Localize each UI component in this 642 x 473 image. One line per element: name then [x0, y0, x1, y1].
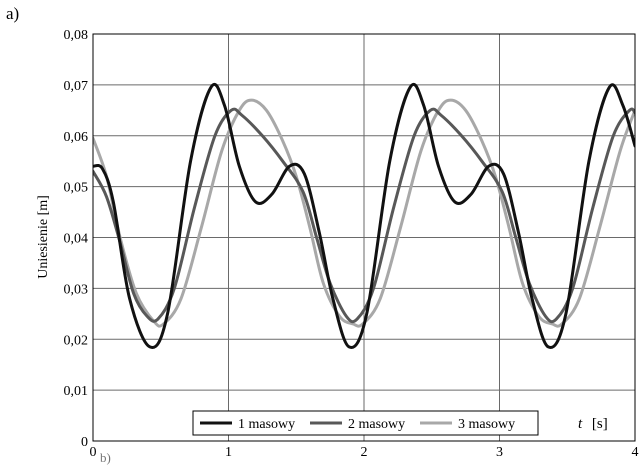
y-tick-label: 0,02 — [64, 333, 89, 348]
legend-label-2: 2 masowy — [348, 417, 405, 432]
legend-box — [192, 410, 539, 436]
x-axis-label-unit: [s] — [592, 416, 608, 432]
x-axis-label-symbol: t — [578, 416, 583, 432]
legend-label-1: 1 masowy — [238, 417, 295, 432]
next-panel-label: b) — [100, 450, 111, 465]
y-tick-label: 0,01 — [64, 384, 89, 399]
x-tick-label: 1 — [225, 445, 232, 460]
plot-frame — [92, 33, 636, 442]
y-tick-label: 0,03 — [64, 282, 89, 297]
panel-label: a) — [6, 4, 19, 23]
series-line-3 — [93, 98, 635, 328]
legend: 1 masowy 2 masowy 3 masowy — [192, 410, 539, 436]
y-tick-label: 0,08 — [64, 28, 89, 43]
x-tick-labels: 0 1 2 3 4 — [90, 445, 639, 460]
y-axis-label: Uniesienie [m] — [36, 195, 51, 279]
x-tick-label: 0 — [90, 445, 97, 460]
y-tick-label: 0,05 — [64, 181, 89, 196]
x-tick-label: 4 — [632, 445, 639, 460]
y-tick-label: 0 — [81, 435, 88, 450]
legend-label-3: 3 masowy — [458, 417, 515, 432]
y-tick-label: 0,07 — [64, 79, 89, 94]
grid-lines — [92, 33, 636, 442]
x-axis-label: t [s] — [578, 416, 608, 432]
series-line-1 — [93, 82, 635, 349]
series-group — [93, 82, 635, 349]
x-tick-label: 2 — [361, 445, 368, 460]
y-tick-labels: 0 0,01 0,02 0,03 0,04 0,05 0,06 0,07 0,08 — [64, 28, 89, 450]
y-tick-label: 0,04 — [64, 232, 89, 247]
x-tick-label: 3 — [496, 445, 503, 460]
y-tick-label: 0,06 — [64, 130, 89, 145]
